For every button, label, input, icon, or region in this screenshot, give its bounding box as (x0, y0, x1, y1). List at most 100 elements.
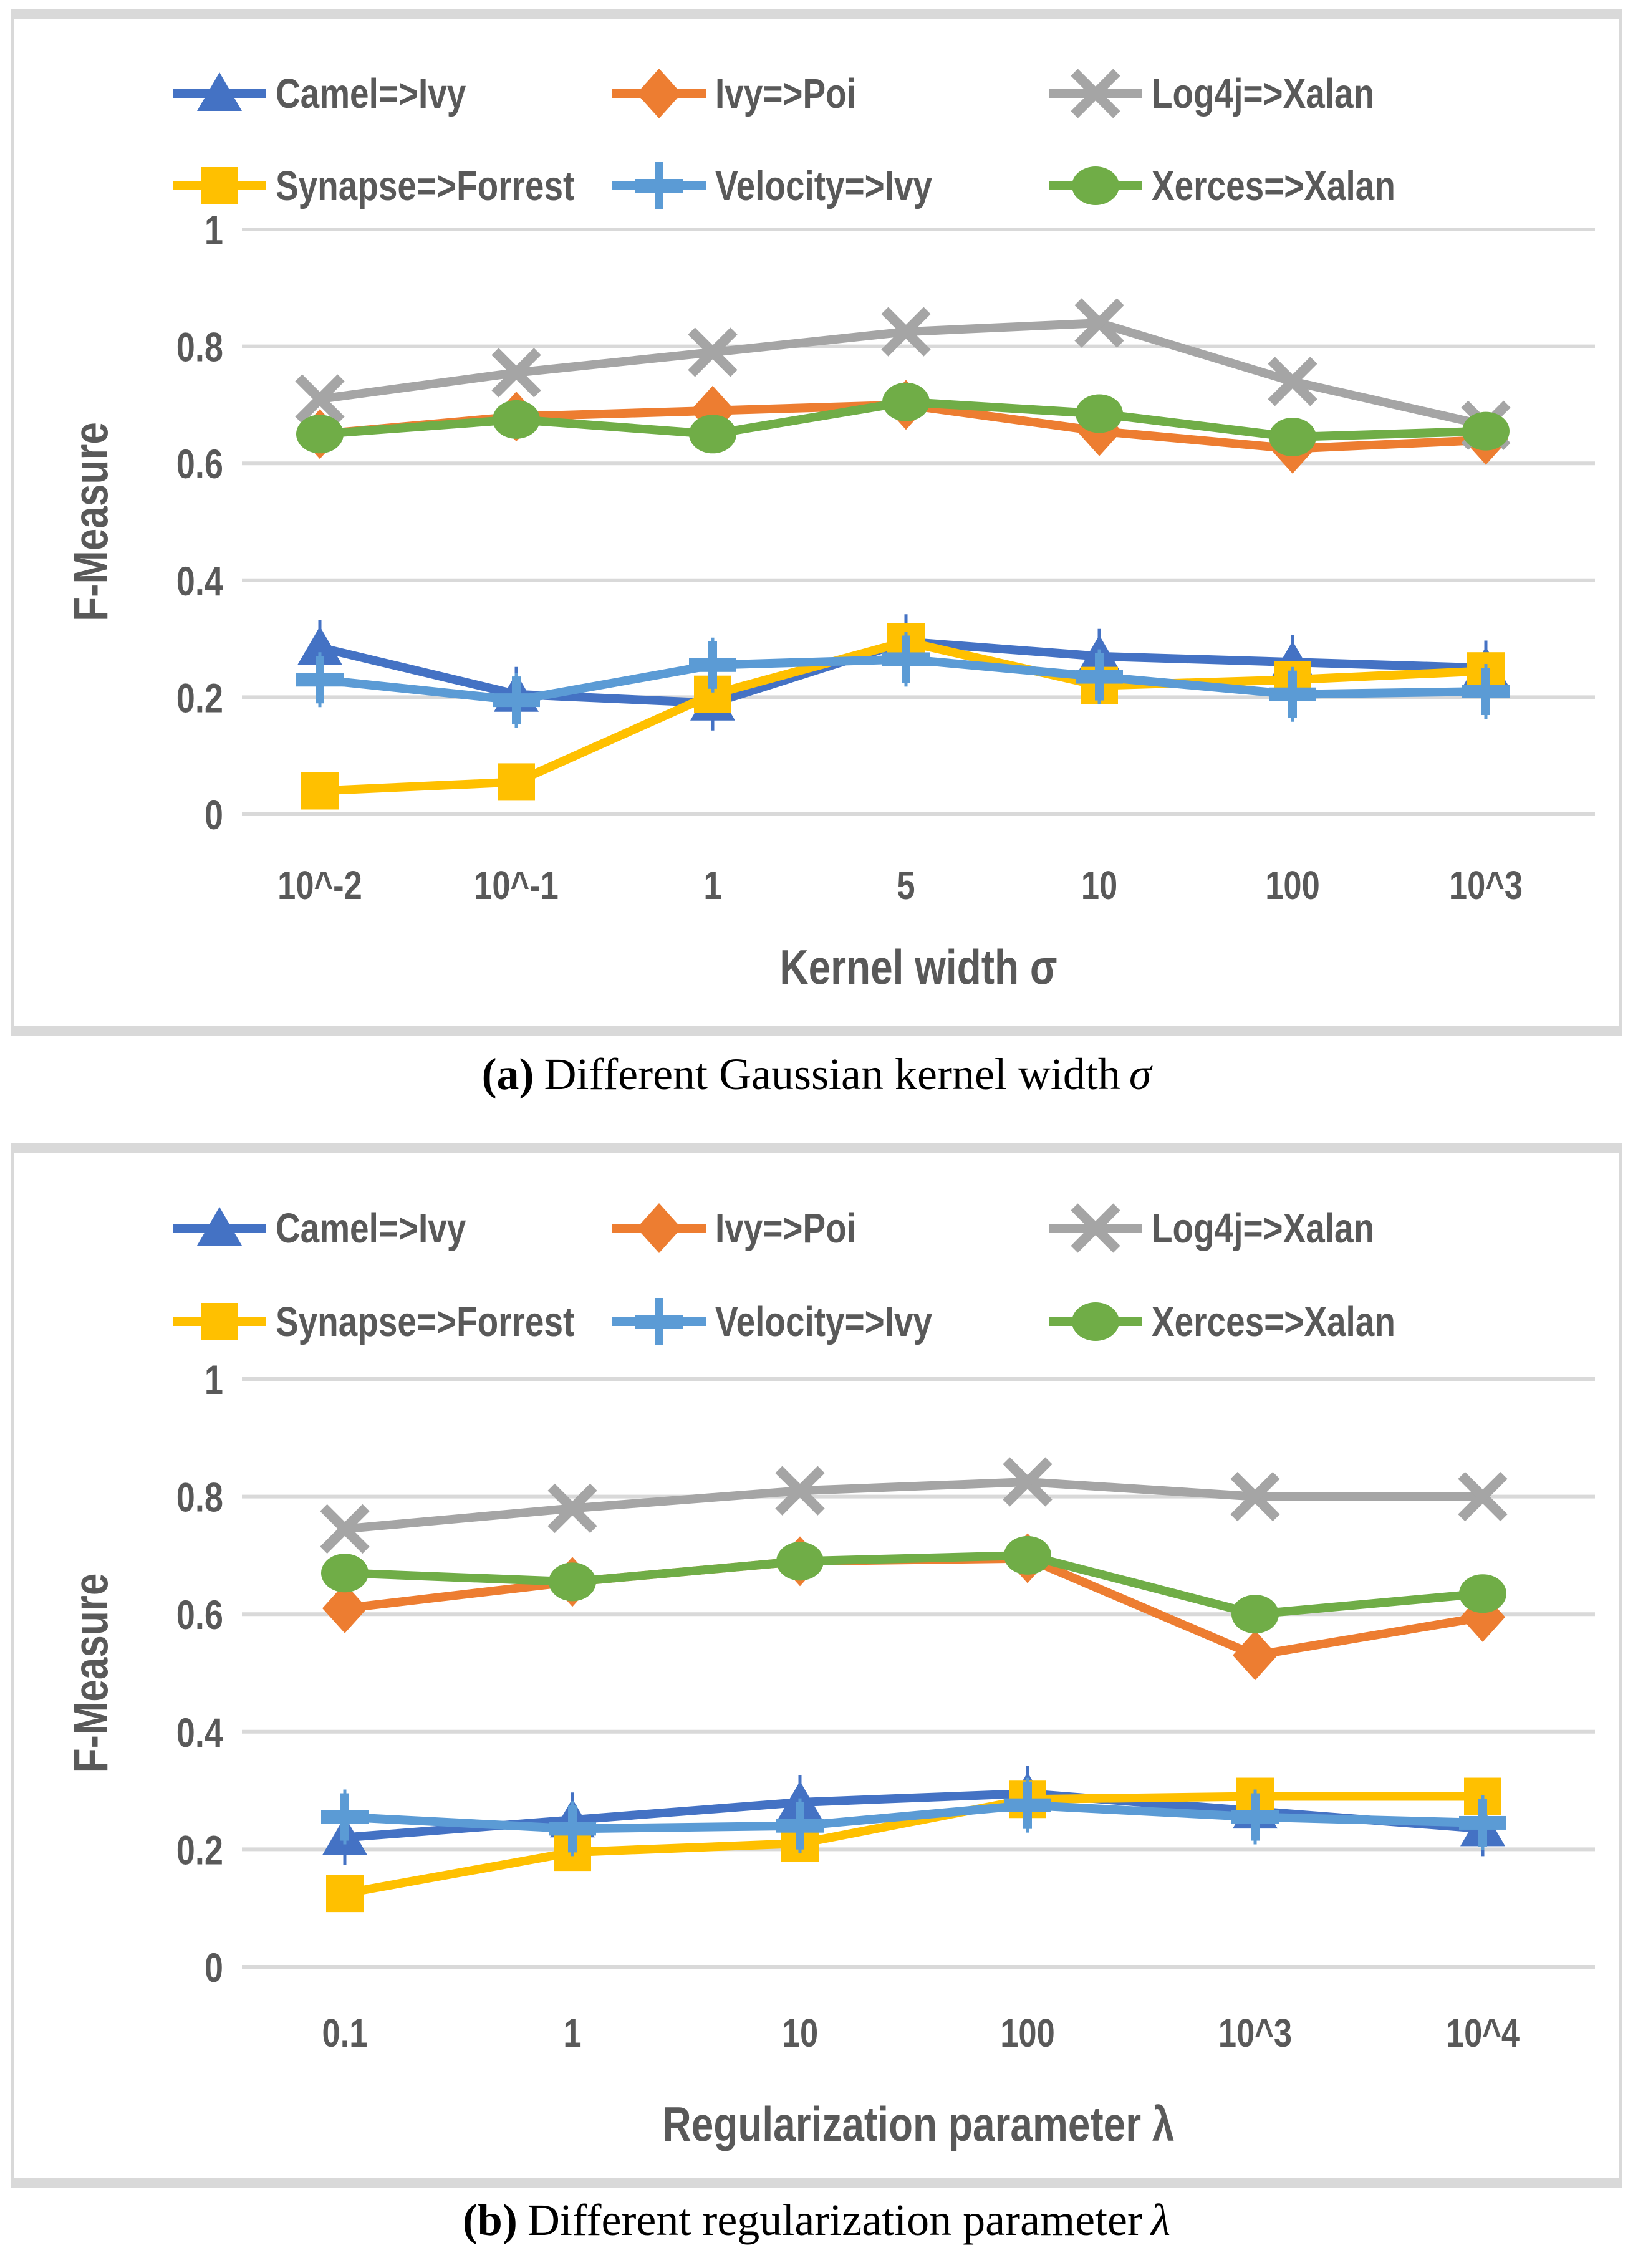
data-point-square-synapse-forrest (498, 763, 535, 801)
data-point-plus-velocity-ivy (316, 656, 324, 704)
legend-label-xerces-xalan: Xerces=>Xalan (1152, 163, 1395, 209)
legend-label-ivy-poi: Ivy=>Poi (715, 70, 856, 117)
series-velocity-ivy (321, 1777, 1506, 1857)
data-point-circle-xerces-xalan (1269, 417, 1316, 456)
series-log4j-xalan (295, 298, 1511, 450)
legend-label-velocity-ivy: Velocity=>Ivy (715, 1299, 932, 1345)
legend-triangle-marker-camel-ivy (197, 1207, 242, 1246)
legend-x-marker-log4j-xalan (1071, 1203, 1120, 1253)
caption-b-label: (b) (462, 2195, 518, 2245)
data-point-x-log4j-xalan (1230, 1471, 1280, 1522)
caption-b: (b) Different regularization parameter λ (0, 2194, 1633, 2246)
data-point-plus-velocity-ivy (902, 635, 910, 683)
data-point-circle-xerces-xalan (1459, 1574, 1506, 1613)
data-point-circle-xerces-xalan (1462, 411, 1510, 451)
legend-label-camel-ivy: Camel=>Ivy (276, 70, 466, 117)
data-point-plus-velocity-ivy (1076, 653, 1123, 701)
y-tick-label-0-6: 0.6 (176, 1592, 223, 1638)
legend-circle-marker-xerces-xalan (1072, 1302, 1119, 1341)
x-tick-label-10-2: 10^-2 (277, 863, 362, 908)
data-point-circle-xerces-xalan (1004, 1535, 1051, 1575)
data-point-x-log4j-xalan (320, 1504, 370, 1554)
y-tick-label-0-6: 0.6 (176, 441, 223, 487)
series-line-velocity-ivy (340, 1800, 1487, 1833)
data-point-circle-xerces-xalan (1231, 1595, 1279, 1634)
data-point-plus-velocity-ivy (1269, 670, 1316, 718)
data-point-x-log4j-xalan (491, 348, 541, 398)
data-point-circle-xerces-xalan (1076, 394, 1123, 433)
legend-circle-marker-xerces-xalan (1072, 166, 1119, 205)
legend-diamond-marker-ivy-poi (637, 69, 682, 118)
legend-label-camel-ivy: Camel=>Ivy (276, 1205, 466, 1251)
legend-x-marker-log4j-xalan (1071, 69, 1120, 118)
data-point-plus-velocity-ivy (1095, 653, 1104, 701)
data-point-plus-velocity-ivy (1481, 668, 1490, 716)
y-axis-title: F-Measure (64, 1574, 118, 1773)
x-axis-title: Regularization parameter λ (663, 2097, 1175, 2151)
caption-a-symbol: σ (1129, 1049, 1152, 1099)
y-tick-label-0-8: 0.8 (176, 1474, 223, 1520)
data-point-plus-velocity-ivy (1231, 1793, 1279, 1841)
data-point-x-log4j-xalan (1458, 1471, 1508, 1522)
y-tick-label-0-4: 0.4 (176, 1709, 224, 1756)
data-point-plus-velocity-ivy (321, 1793, 369, 1841)
data-point-x-log4j-xalan (775, 1466, 825, 1516)
legend-label-synapse-forrest: Synapse=>Forrest (276, 163, 574, 209)
y-tick-label-0-2: 0.2 (176, 675, 223, 721)
legend-item-ivy-poi: Ivy=>Poi (612, 69, 856, 118)
data-point-diamond-ivy-poi (1233, 1630, 1278, 1681)
legend-x-marker-log4j-xalan (1071, 1203, 1120, 1253)
legend-item-xerces-xalan: Xerces=>Xalan (1049, 163, 1395, 209)
data-point-x-log4j-xalan (491, 348, 541, 398)
legend-label-log4j-xalan: Log4j=>Xalan (1152, 1205, 1374, 1251)
series-log4j-xalan (320, 1457, 1508, 1554)
data-point-plus-velocity-ivy (796, 1802, 804, 1850)
data-point-x-log4j-xalan (688, 327, 738, 377)
legend-item-xerces-xalan: Xerces=>Xalan (1049, 1299, 1395, 1345)
data-point-x-log4j-xalan (1268, 357, 1317, 406)
x-tick-label-10: 10 (1081, 863, 1117, 908)
x-tick-label-10-3: 10^3 (1449, 863, 1523, 908)
legend-diamond-marker-ivy-poi (637, 1203, 682, 1253)
x-axis-title: Kernel width σ (779, 940, 1057, 994)
data-point-plus-velocity-ivy (493, 676, 540, 724)
legend-triangle-marker-camel-ivy (197, 72, 242, 111)
series-line-synapse-forrest (340, 1792, 1487, 1898)
data-point-x-log4j-xalan (775, 1466, 825, 1516)
legend-plus-marker-velocity-ivy (655, 162, 663, 209)
data-point-x-log4j-xalan (1268, 357, 1317, 406)
data-point-x-log4j-xalan (295, 374, 345, 424)
data-point-x-log4j-xalan (320, 1504, 370, 1554)
caption-b-symbol: λ (1150, 2195, 1171, 2245)
x-tick-label-100: 100 (1000, 2011, 1055, 2055)
data-point-plus-velocity-ivy (689, 641, 736, 689)
legend-plus-marker-velocity-ivy (635, 162, 683, 209)
y-tick-label-0-2: 0.2 (176, 1827, 223, 1873)
legend-label-xerces-xalan: Xerces=>Xalan (1152, 1299, 1395, 1345)
data-point-plus-velocity-ivy (708, 641, 717, 689)
series-xerces-xalan (296, 382, 1510, 456)
series-velocity-ivy (296, 632, 1510, 728)
x-tick-label-10-3: 10^3 (1218, 2011, 1292, 2055)
series-xerces-xalan (321, 1535, 1506, 1634)
legend-plus-marker-velocity-ivy (655, 1298, 663, 1345)
data-point-x-log4j-xalan (881, 307, 931, 357)
y-axis-title: F-Measure (64, 422, 118, 622)
legend-label-velocity-ivy: Velocity=>Ivy (715, 163, 932, 209)
legend-x-marker-log4j-xalan (1071, 69, 1120, 118)
x-tick-label-1: 1 (563, 2011, 581, 2055)
data-point-circle-xerces-xalan (689, 415, 736, 454)
chart-b-canvas: 1 0.8 0.6 0.4 0.2 0 F-Measure 0.1 1 10 100 10^3 10^4… (64, 1203, 1595, 2151)
data-point-square-synapse-forrest (326, 1875, 364, 1913)
y-tick-label-1: 1 (205, 207, 223, 253)
x-tick-label-10-4: 10^4 (1446, 2011, 1520, 2055)
legend-item-synapse-forrest: Synapse=>Forrest (173, 1299, 574, 1345)
data-point-x-log4j-xalan (547, 1483, 597, 1534)
data-point-plus-velocity-ivy (882, 635, 930, 683)
data-point-plus-velocity-ivy (568, 1805, 577, 1853)
data-point-x-log4j-xalan (1003, 1457, 1053, 1507)
data-point-plus-velocity-ivy (1023, 1781, 1032, 1829)
legend-item-synapse-forrest: Synapse=>Forrest (173, 163, 574, 209)
chart-a-canvas: 1 0.8 0.6 0.4 0.2 0 F-Measure 10^-2 10^-1 1 5 10 100… (64, 69, 1595, 994)
